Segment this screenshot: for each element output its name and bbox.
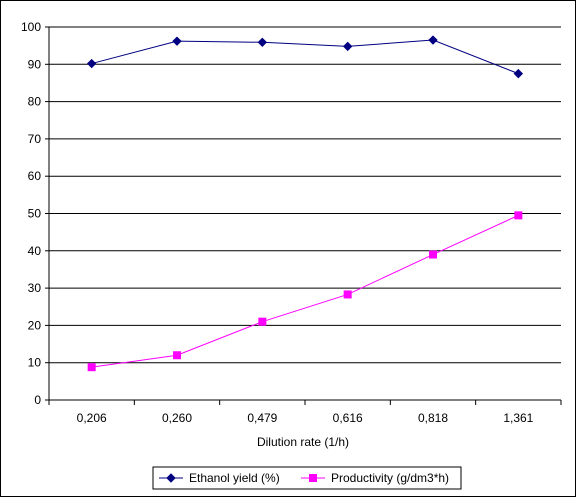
x-tick-label: 0,260 <box>162 411 192 425</box>
x-tick-label: 0,206 <box>77 411 107 425</box>
data-point <box>429 250 437 259</box>
y-tick-labels: 0 10 20 30 40 50 60 70 80 90 100 <box>21 20 41 407</box>
x-tick-label: 1,361 <box>503 411 533 425</box>
series-line <box>91 39 519 75</box>
data-point <box>172 36 182 46</box>
data-point <box>342 41 353 52</box>
data-point <box>343 290 352 299</box>
y-tick-label: 70 <box>28 132 42 146</box>
data-point <box>173 351 181 360</box>
data-point <box>513 68 524 79</box>
data-point <box>514 211 523 220</box>
y-tick-label: 10 <box>28 356 42 370</box>
legend-label: Ethanol yield (%) <box>189 471 280 485</box>
y-tick-label: 80 <box>28 95 42 109</box>
data-point <box>257 37 268 48</box>
y-tick-label: 0 <box>34 393 41 407</box>
y-tick-label: 60 <box>28 169 42 183</box>
data-point <box>428 35 438 45</box>
x-axis-title: Dilution rate (1/h) <box>257 435 349 449</box>
y-tick-label: 90 <box>28 57 42 71</box>
y-tick-label: 50 <box>28 207 42 221</box>
axes <box>45 26 562 405</box>
series-1 <box>86 35 524 79</box>
y-tick-label: 20 <box>28 318 42 332</box>
data-point <box>86 58 97 69</box>
series-line <box>91 214 519 368</box>
legend-item: Ethanol yield (%) <box>159 471 280 485</box>
series-2 <box>87 211 523 372</box>
y-tick-label: 30 <box>28 281 42 295</box>
data-point <box>87 363 96 372</box>
legend-label: Productivity (g/dm3*h) <box>331 471 449 485</box>
y-tick-label: 100 <box>21 20 41 34</box>
data-point <box>258 317 267 326</box>
legend: Ethanol yield (%) Productivity (g/dm3*h) <box>152 466 462 490</box>
x-tick-label: 0,818 <box>418 411 448 425</box>
x-tick-label: 0,479 <box>247 411 277 425</box>
legend-item: Productivity (g/dm3*h) <box>301 471 449 485</box>
x-tick-label: 0,616 <box>333 411 363 425</box>
y-tick-label: 40 <box>28 244 42 258</box>
legend-marker <box>166 473 176 483</box>
x-tick-labels: 0,206 0,260 0,479 0,616 0,818 1,361 <box>77 411 534 425</box>
gridlines <box>49 26 561 364</box>
legend-marker <box>309 474 317 482</box>
series-lines <box>86 35 524 372</box>
